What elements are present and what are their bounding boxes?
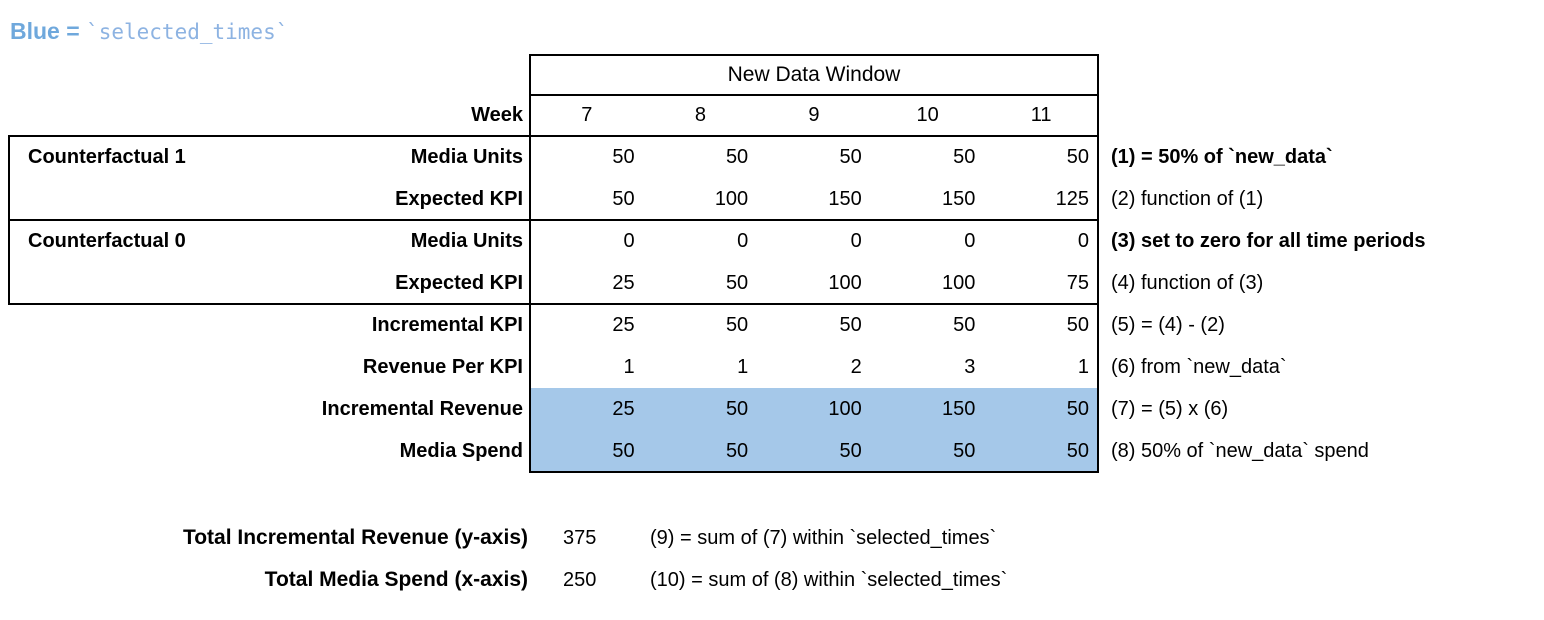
- row-header: Counterfactual 0 Media Units: [8, 220, 530, 262]
- table-border-left-of-groups: [8, 135, 10, 305]
- row-header: Incremental Revenue: [8, 388, 530, 430]
- table-border-right-of-data: [1097, 54, 1099, 473]
- table-cell: 100: [942, 271, 976, 294]
- table-cell-highlighted: 100: [828, 397, 862, 420]
- row-note-5: (5) = (4) - (2): [1110, 313, 1225, 336]
- row-note-4: (4) function of (3): [1110, 271, 1264, 294]
- table-border-top: [529, 54, 1099, 56]
- table-border-under-week: [8, 135, 1099, 137]
- row-header: Expected KPI: [8, 262, 530, 304]
- table-cell: 2: [850, 355, 862, 378]
- table-cell: 125: [1055, 187, 1089, 210]
- spacer: [1098, 95, 1544, 136]
- total-media-spend-label: Total Media Spend (x-axis): [264, 568, 528, 591]
- table-cell: 50: [725, 313, 749, 336]
- spacer: [1098, 55, 1544, 95]
- legend-note-code: `selected_times`: [86, 20, 289, 44]
- table-cell: 50: [953, 145, 976, 168]
- table-cell: 1: [1077, 355, 1089, 378]
- group-label-counterfactual-0: Counterfactual 0: [28, 229, 186, 252]
- table-cell: 25: [612, 271, 635, 294]
- week-col-11: 11: [1030, 104, 1052, 126]
- table-cell-highlighted: 50: [612, 439, 635, 462]
- table-cell: 50: [839, 145, 862, 168]
- legend-note: Blue = `selected_times`: [10, 16, 288, 47]
- table-border-bottom: [529, 471, 1099, 473]
- table-cell: 50: [1066, 313, 1089, 336]
- table-border-left-of-data: [529, 54, 531, 473]
- group-label-counterfactual-1: Counterfactual 1: [28, 145, 186, 168]
- table-cell-highlighted: 50: [839, 439, 862, 462]
- spacer: [8, 55, 530, 95]
- week-label: Week: [471, 104, 523, 126]
- table-cell: 150: [942, 187, 976, 210]
- table-cell: 3: [964, 355, 976, 378]
- week-col-10: 10: [916, 104, 939, 126]
- total-incremental-revenue-note: (9) = sum of (7) within `selected_times`: [650, 527, 997, 549]
- table-cell-highlighted: 50: [1066, 439, 1089, 462]
- row-label-media-units-1: Media Units: [410, 145, 523, 168]
- table-cell: 50: [612, 145, 635, 168]
- table-cell: 50: [612, 187, 635, 210]
- row-label-incremental-kpi: Incremental KPI: [371, 313, 523, 336]
- new-data-window-header: New Data Window: [727, 63, 901, 86]
- legend-note-prefix: Blue =: [10, 18, 87, 44]
- table-cell: 25: [612, 313, 635, 336]
- table-cell-highlighted: 50: [725, 439, 749, 462]
- table-cell-highlighted: 150: [942, 397, 976, 420]
- total-incremental-revenue-label: Total Incremental Revenue (y-axis): [182, 526, 528, 549]
- table-cell: 1: [737, 355, 749, 378]
- table-cell-highlighted: 50: [725, 397, 749, 420]
- row-header: Counterfactual 1 Media Units: [8, 136, 530, 178]
- table-cell: 100: [828, 271, 862, 294]
- table-cell-highlighted: 25: [612, 397, 635, 420]
- table-cell: 100: [714, 187, 749, 210]
- table-cell: 75: [1066, 271, 1089, 294]
- table-cell: 50: [1066, 145, 1089, 168]
- row-label-media-spend: Media Spend: [399, 439, 523, 462]
- table-cell: 50: [725, 145, 749, 168]
- total-media-spend-note: (10) = sum of (8) within `selected_times…: [650, 569, 1008, 591]
- row-note-7: (7) = (5) x (6): [1110, 397, 1229, 420]
- selected-times-highlight: [531, 388, 1097, 471]
- table-cell: 50: [953, 313, 976, 336]
- row-header: Revenue Per KPI: [8, 346, 530, 388]
- row-note-2: (2) function of (1): [1110, 187, 1264, 210]
- row-header: Expected KPI: [8, 178, 530, 220]
- table-cell-highlighted: 50: [1066, 397, 1089, 420]
- table-cell: 0: [737, 229, 749, 252]
- week-col-7: 7: [581, 104, 593, 126]
- table-cell: 150: [828, 187, 862, 210]
- table-cell: 0: [964, 229, 976, 252]
- row-note-1: (1) = 50% of `new_data`: [1110, 145, 1333, 168]
- table-cell: 0: [850, 229, 862, 252]
- table-cell: 50: [839, 313, 862, 336]
- table-border-under-counterfactual-0: [8, 303, 1099, 305]
- row-note-3: (3) set to zero for all time periods: [1110, 229, 1426, 252]
- row-label-incremental-revenue: Incremental Revenue: [321, 397, 523, 420]
- row-label-expected-kpi-1: Expected KPI: [395, 187, 523, 210]
- counterfactual-table: New Data Window Week 7 8 9 10 11 Counter…: [8, 55, 1544, 472]
- row-label-revenue-per-kpi: Revenue Per KPI: [362, 355, 523, 378]
- row-note-6: (6) from `new_data`: [1110, 355, 1287, 378]
- week-col-8: 8: [694, 104, 706, 126]
- total-incremental-revenue-value: 375: [563, 527, 597, 549]
- table-cell-highlighted: 50: [953, 439, 976, 462]
- table-cell: 0: [623, 229, 635, 252]
- row-header: Media Spend: [8, 430, 530, 472]
- row-label-expected-kpi-0: Expected KPI: [395, 271, 523, 294]
- total-media-spend-value: 250: [563, 569, 597, 591]
- row-label-media-units-0: Media Units: [410, 229, 523, 252]
- table-border-between-counterfactuals: [8, 219, 1099, 221]
- table-border-under-header: [529, 94, 1099, 96]
- table-cell: 0: [1077, 229, 1089, 252]
- row-header: Incremental KPI: [8, 304, 530, 346]
- week-col-9: 9: [808, 104, 820, 126]
- table-cell: 50: [725, 271, 749, 294]
- table-cell: 1: [623, 355, 635, 378]
- row-note-8: (8) 50% of `new_data` spend: [1110, 439, 1369, 462]
